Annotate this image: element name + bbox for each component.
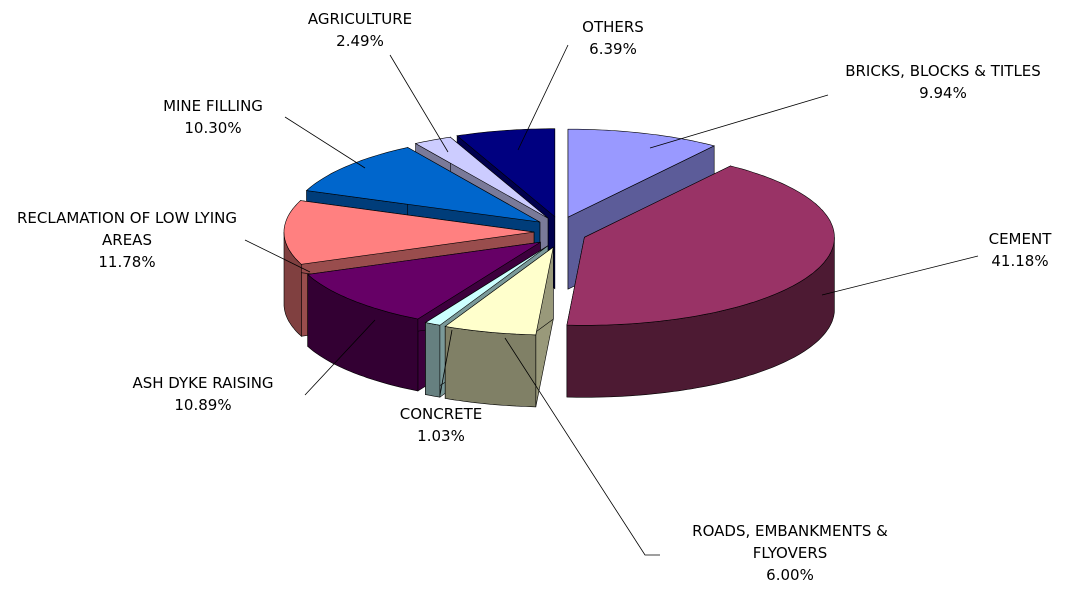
leader-line bbox=[439, 329, 453, 396]
value-label: 11.78% bbox=[98, 253, 156, 271]
category-label: OTHERS bbox=[582, 18, 644, 36]
value-label: 2.49% bbox=[336, 32, 384, 50]
value-label: 9.94% bbox=[919, 84, 967, 102]
data-label: ASH DYKE RAISING 10.89% bbox=[88, 372, 318, 416]
slice bbox=[414, 136, 549, 219]
category-label: CONCRETE bbox=[399, 405, 483, 423]
slice bbox=[444, 246, 554, 336]
slice bbox=[567, 128, 716, 218]
data-label: BRICKS, BLOCKS & TITLES 9.94% bbox=[818, 60, 1068, 104]
leader-line bbox=[284, 116, 366, 169]
data-label: AGRICULTURE 2.49% bbox=[280, 8, 440, 52]
value-label: 6.00% bbox=[766, 566, 814, 584]
slice-side bbox=[444, 326, 537, 408]
leader-line bbox=[304, 319, 376, 396]
category-label: AGRICULTURE bbox=[307, 10, 413, 28]
slice bbox=[456, 128, 556, 218]
slice bbox=[306, 241, 541, 320]
leader-line bbox=[821, 255, 979, 296]
leader-line bbox=[389, 54, 449, 153]
data-label: ROADS, EMBANKMENTS & FLYOVERS 6.00% bbox=[660, 520, 920, 586]
category-label: ASH DYKE RAISING bbox=[132, 374, 274, 392]
value-label: 6.39% bbox=[589, 40, 637, 58]
leader-line bbox=[504, 337, 660, 556]
slice bbox=[424, 245, 549, 326]
slice-side bbox=[425, 322, 441, 398]
value-label: 1.03% bbox=[417, 427, 465, 445]
value-label: 41.18% bbox=[991, 252, 1049, 270]
slice bbox=[305, 147, 541, 223]
value-label: 10.30% bbox=[184, 119, 242, 137]
slice bbox=[283, 200, 535, 265]
leader-line bbox=[649, 94, 829, 149]
data-label: MINE FILLING 10.30% bbox=[133, 95, 293, 139]
category-label: BRICKS, BLOCKS & TITLES bbox=[845, 62, 1041, 80]
data-label: RECLAMATION OF LOW LYING AREAS 11.78% bbox=[2, 207, 252, 273]
value-label: 10.89% bbox=[174, 396, 232, 414]
category-label: RECLAMATION OF LOW LYING AREAS bbox=[17, 209, 237, 249]
leader-line bbox=[244, 239, 311, 273]
category-label: MINE FILLING bbox=[163, 97, 263, 115]
data-label: CONCRETE 1.03% bbox=[371, 403, 511, 447]
category-label: CEMENT bbox=[988, 230, 1052, 248]
data-label: CEMENT 41.18% bbox=[960, 228, 1068, 272]
slice bbox=[566, 165, 835, 326]
data-label: OTHERS 6.39% bbox=[553, 16, 673, 60]
category-label: ROADS, EMBANKMENTS & FLYOVERS bbox=[692, 522, 888, 562]
leader-line bbox=[517, 44, 569, 151]
